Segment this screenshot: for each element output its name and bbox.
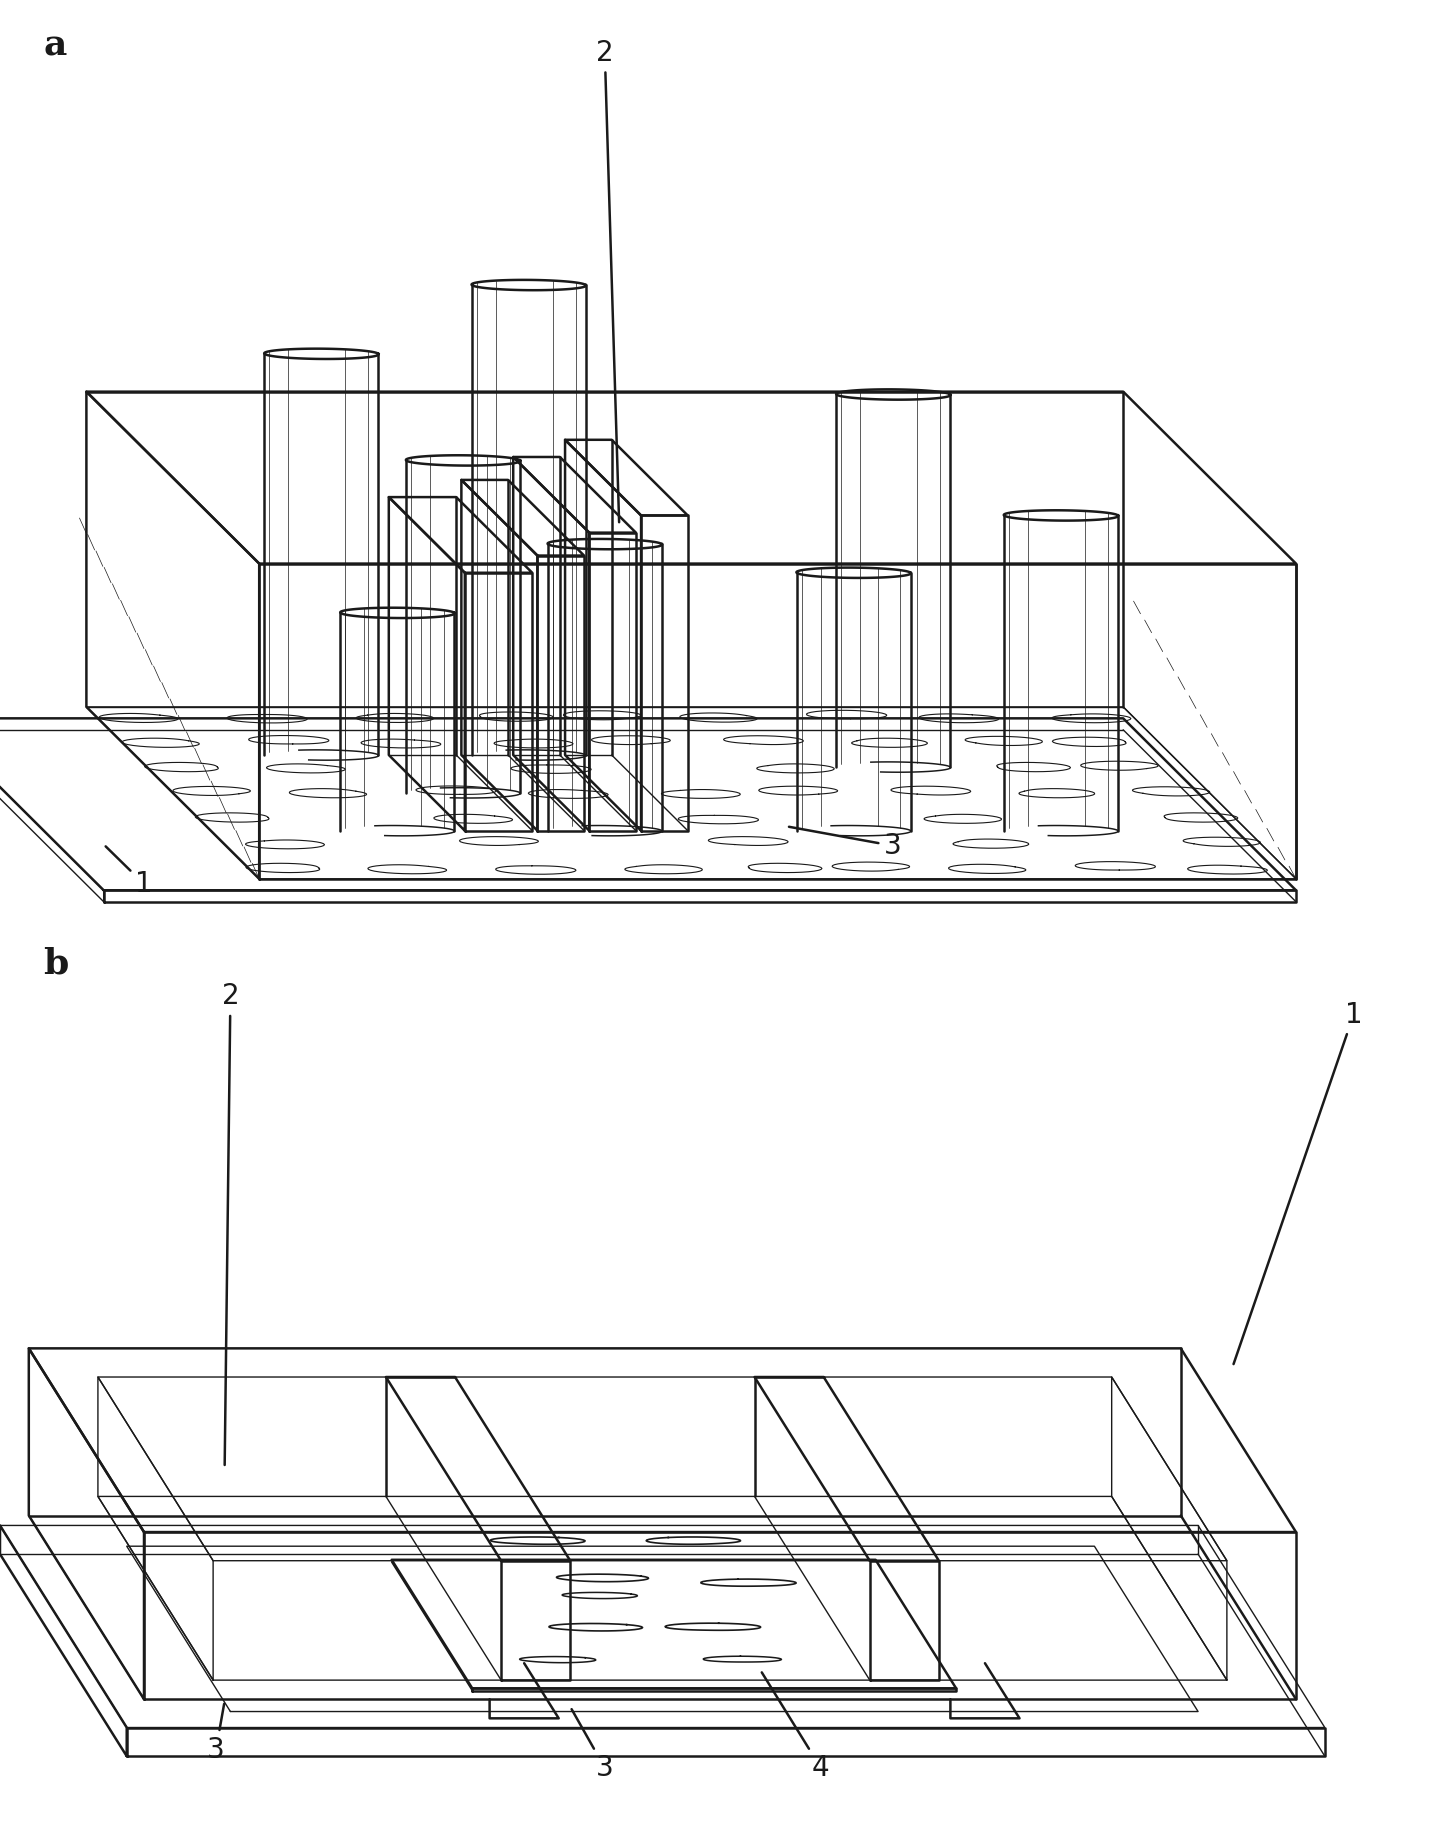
- Text: 3: 3: [789, 827, 901, 860]
- Text: 4: 4: [762, 1672, 829, 1782]
- Text: a: a: [43, 29, 66, 62]
- Text: 2: 2: [596, 39, 619, 522]
- Text: 3: 3: [572, 1708, 613, 1782]
- Text: b: b: [43, 946, 69, 981]
- Text: 2: 2: [222, 983, 239, 1464]
- Text: 3: 3: [207, 1703, 225, 1764]
- Text: 1: 1: [1234, 1001, 1362, 1365]
- Text: 1: 1: [105, 847, 153, 898]
